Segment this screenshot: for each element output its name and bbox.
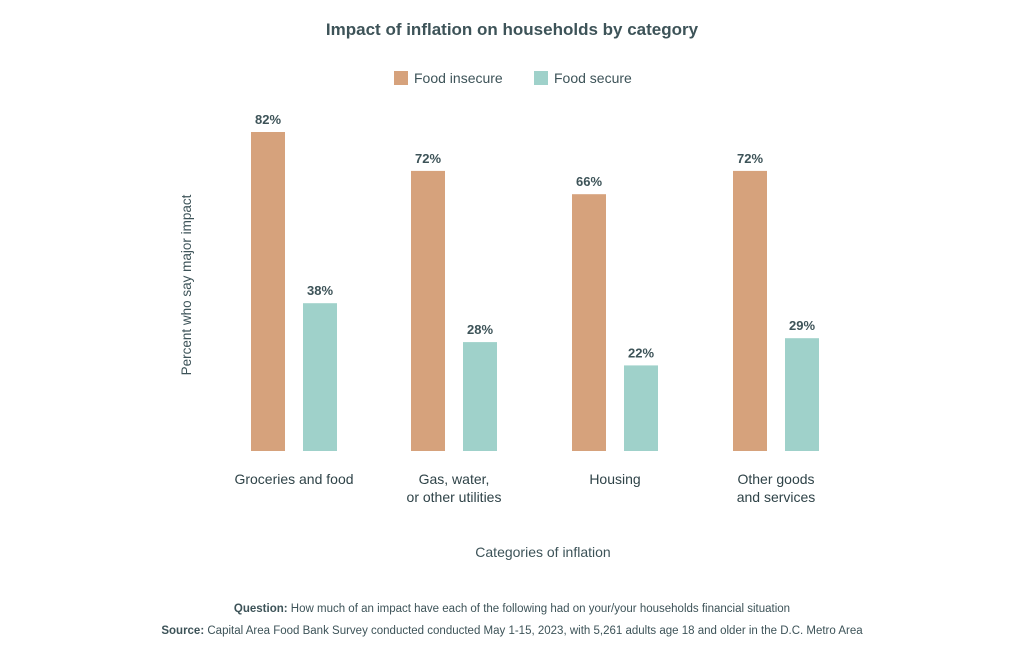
category-label-other-goods: Other goods and services <box>737 471 816 505</box>
question-text: How much of an impact have each of the f… <box>287 603 791 615</box>
bar-chart: Impact of inflation on households by cat… <box>179 20 819 560</box>
value-label-food-secure-utilities: 28% <box>467 322 493 337</box>
value-label-food-secure-other-goods: 29% <box>789 318 815 333</box>
x-axis-label: Categories of inflation <box>475 544 610 560</box>
source-note: Source: Capital Area Food Bank Survey co… <box>0 625 1024 637</box>
category-label-housing: Housing <box>589 471 640 487</box>
category-labels-group: Groceries and food Gas, water, or other ut… <box>234 471 815 505</box>
legend-swatch-food-secure <box>534 71 548 85</box>
bar-food-secure-housing <box>624 365 658 451</box>
bar-food-secure-groceries <box>303 303 337 451</box>
bars-group <box>251 132 819 451</box>
bar-food-insecure-housing <box>572 194 606 451</box>
bar-food-insecure-groceries <box>251 132 285 451</box>
bar-food-insecure-other-goods <box>733 170 767 451</box>
legend: Food insecure Food secure <box>394 70 632 86</box>
legend-label-food-secure: Food secure <box>554 70 632 86</box>
question-label: Question: <box>233 603 288 615</box>
chart-title: Impact of inflation on households by cat… <box>326 20 699 39</box>
value-labels-group: 82% 72% 66% 72% 38% 28% 22% 29% <box>255 112 815 360</box>
category-label-groceries: Groceries and food <box>234 471 353 487</box>
bar-food-secure-utilities <box>463 342 497 451</box>
value-label-food-insecure-housing: 66% <box>576 174 602 189</box>
source-label: Source: <box>161 625 205 637</box>
y-axis-label: Percent who say major impact <box>179 194 194 375</box>
value-label-food-insecure-groceries: 82% <box>255 112 281 127</box>
legend-label-food-insecure: Food insecure <box>414 70 503 86</box>
source-text: Capital Area Food Bank Survey conducted … <box>204 625 863 637</box>
question-note: Question: How much of an impact have eac… <box>0 603 1024 615</box>
bar-food-secure-other-goods <box>785 338 819 451</box>
legend-swatch-food-insecure <box>394 71 408 85</box>
value-label-food-insecure-utilities: 72% <box>415 151 441 166</box>
value-label-food-secure-groceries: 38% <box>307 283 333 298</box>
value-label-food-secure-housing: 22% <box>628 345 654 360</box>
bar-food-insecure-utilities <box>411 170 445 451</box>
value-label-food-insecure-other-goods: 72% <box>737 151 763 166</box>
category-label-utilities: Gas, water, or other utilities <box>407 471 502 505</box>
